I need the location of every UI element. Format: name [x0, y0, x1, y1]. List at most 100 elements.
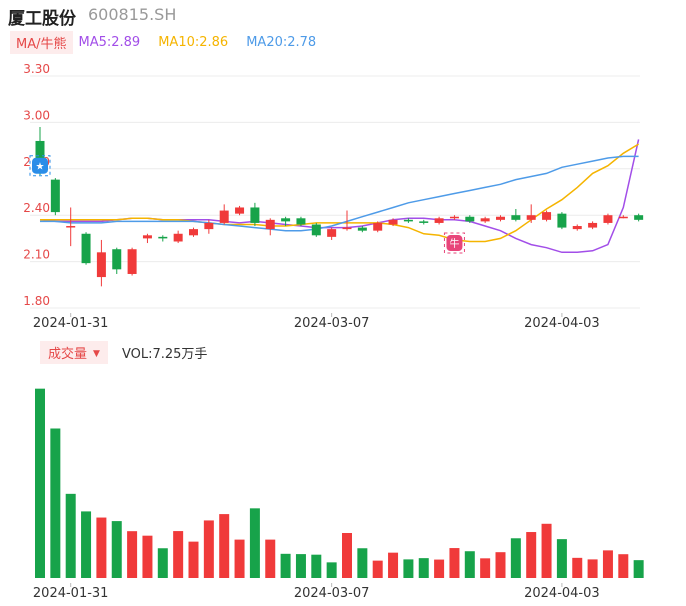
candle-body	[142, 235, 152, 239]
candle-body	[311, 224, 321, 236]
volume-bar	[372, 560, 383, 578]
volume-bar	[96, 517, 107, 578]
candle-body	[572, 226, 582, 230]
volume-bar	[342, 532, 352, 578]
volume-bar	[188, 541, 199, 578]
candle-body	[388, 219, 398, 225]
volume-bars	[35, 388, 644, 578]
candle-body	[96, 252, 106, 278]
volume-value: VOL:7.25万手	[121, 347, 208, 362]
volume-bar	[464, 551, 475, 578]
volume-bar	[403, 559, 414, 578]
candle-body	[373, 222, 383, 231]
candle-body	[235, 207, 245, 214]
candle-body	[158, 236, 168, 239]
candle-body	[634, 215, 644, 220]
volume-bar	[249, 508, 260, 578]
candle-body	[127, 249, 137, 274]
caret-down-icon: ▼	[93, 349, 100, 359]
x-tick-label: 2024-04-03	[524, 316, 600, 331]
candle-body	[419, 221, 429, 223]
signal-markers: ★牛	[29, 155, 465, 254]
price-y-axis: 3.303.002.702.402.101.80	[23, 62, 50, 308]
candle-body	[449, 216, 459, 219]
stock-code: 600815.SH	[88, 5, 177, 24]
ma-indicator-selector[interactable]: MA/牛熊	[10, 30, 73, 54]
volume-bar	[602, 550, 613, 578]
y-tick-label: 2.40	[23, 201, 50, 215]
ma-line-2	[40, 155, 639, 232]
price-x-axis: 2024-01-31 2024-03-07 2024-04-03	[33, 313, 600, 331]
ma-line-1	[40, 143, 639, 243]
signal-marker	[446, 235, 463, 252]
candle-body	[465, 216, 475, 222]
candle-body	[281, 218, 291, 222]
candle-body	[219, 210, 229, 223]
candle-body	[542, 212, 552, 220]
volume-bar	[111, 521, 122, 578]
volume-indicator-selector[interactable]: 成交量 ▼	[40, 341, 108, 364]
ma-lines	[39, 139, 640, 254]
ma5-label: MA5:2.89	[78, 34, 141, 50]
ma10-label: MA10:2.86	[158, 34, 229, 50]
volume-bar	[510, 538, 521, 578]
candle-body	[496, 216, 505, 220]
volume-bar	[203, 520, 214, 578]
volume-x-axis: 2024-01-31 2024-03-07 2024-04-03	[33, 583, 600, 601]
volume-bar	[587, 559, 598, 578]
volume-bar	[173, 531, 184, 578]
candle-body	[603, 215, 613, 223]
signal-marker-frame	[443, 232, 465, 254]
signal-marker-frame	[29, 155, 51, 177]
volume-bar	[50, 428, 61, 578]
stock-name: 厦工股份	[8, 9, 76, 29]
volume-bar	[434, 559, 445, 578]
y-tick-label: 3.30	[23, 62, 50, 76]
x-tick-label: 2024-03-07	[294, 586, 370, 601]
y-tick-label: 3.00	[23, 108, 50, 122]
volume-bar	[449, 548, 460, 578]
volume-bar	[541, 523, 552, 578]
volume-bar	[295, 554, 306, 578]
candle-body	[557, 213, 567, 228]
x-tick-label: 2024-03-07	[294, 316, 370, 331]
volume-selector-label: 成交量	[48, 347, 88, 362]
volume-bar	[388, 552, 399, 578]
candle-body	[265, 219, 275, 230]
volume-bar	[357, 548, 368, 578]
candle-body	[50, 179, 60, 213]
volume-bar	[127, 531, 138, 578]
volume-bar	[157, 548, 168, 578]
ma-legend: MA/牛熊 MA5:2.89 MA10:2.86 MA20:2.78	[10, 30, 334, 54]
candle-body	[250, 207, 260, 223]
candles	[35, 127, 644, 287]
y-tick-label: 1.80	[23, 294, 50, 308]
candle-body	[81, 233, 91, 264]
candle-body	[357, 227, 367, 231]
candle-body	[480, 218, 490, 222]
volume-bar	[65, 493, 76, 578]
candle-body	[618, 216, 628, 219]
signal-marker-label: 牛	[449, 237, 459, 250]
candle-body	[296, 218, 306, 225]
signal-marker-label: ★	[36, 162, 45, 173]
volume-bar	[81, 511, 92, 578]
candle-body	[403, 219, 413, 222]
candle-body	[588, 222, 598, 228]
ma-line-0	[39, 139, 640, 254]
candle-body	[511, 215, 521, 220]
volume-bar	[219, 514, 230, 578]
volume-bar	[556, 539, 567, 578]
volume-bar	[35, 388, 45, 578]
x-tick-label: 2024-01-31	[33, 586, 109, 601]
volume-bar	[311, 554, 322, 578]
candle-body	[189, 229, 198, 236]
volume-bar	[618, 554, 629, 578]
candle-body	[35, 140, 45, 169]
candle-body	[327, 229, 337, 237]
candle-body	[204, 222, 214, 230]
ma20-label: MA20:2.78	[246, 34, 317, 50]
volume-bar	[418, 558, 429, 578]
x-tick-label: 2024-04-03	[524, 586, 600, 601]
